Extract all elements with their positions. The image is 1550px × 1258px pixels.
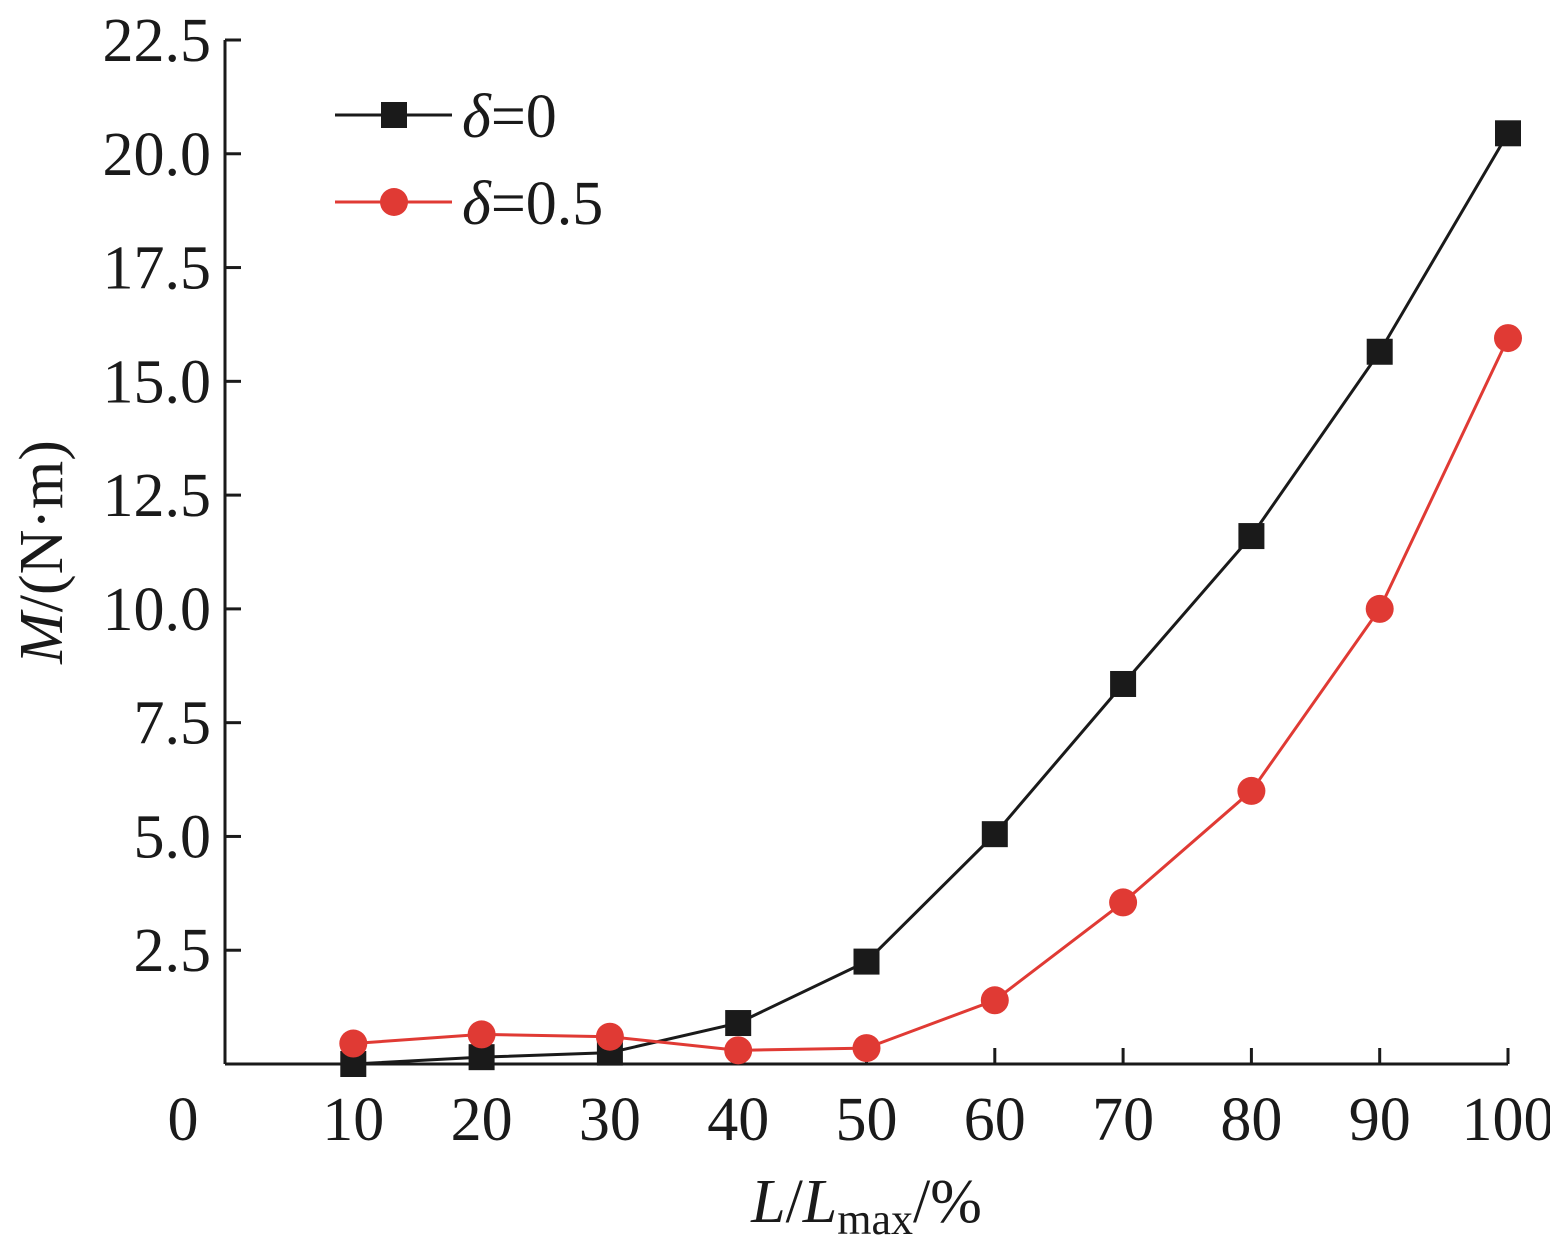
legend-value: =0.5 — [491, 170, 603, 238]
legend-item-2: δ=0.5 — [335, 170, 603, 238]
x-axis-title-unit: /% — [913, 1168, 982, 1236]
data-point — [468, 1044, 495, 1071]
data-point — [1238, 523, 1265, 550]
data-point — [339, 1029, 368, 1058]
y-tick-label: 2.5 — [134, 917, 212, 985]
data-point — [595, 1022, 624, 1051]
series-layer — [339, 120, 1522, 1077]
data-point — [1495, 120, 1521, 147]
x-tick-label: 60 — [964, 1086, 1026, 1154]
data-point — [724, 1036, 753, 1065]
data-point — [1494, 324, 1522, 353]
legend-label: δ=0.5 — [462, 170, 603, 238]
y-tick-label: 15.0 — [103, 348, 212, 416]
x-axis-title-variable: L — [750, 1168, 785, 1236]
x-tick-label: 90 — [1349, 1086, 1411, 1154]
data-point — [1366, 338, 1393, 365]
data-point — [853, 948, 880, 975]
series-line — [353, 337, 1510, 1052]
legend-symbol: δ — [462, 170, 492, 238]
legend: δ=0δ=0.5 — [335, 83, 603, 238]
y-tick-label: 17.5 — [103, 235, 212, 303]
x-axis-ticks: 10 20 30 40 50 60 70 80 90 100 — [322, 1048, 1550, 1154]
x-axis-title: L/Lmax/% — [750, 1168, 982, 1244]
legend-marker — [381, 102, 407, 128]
x-tick-label: 70 — [1092, 1086, 1154, 1154]
series-line — [353, 132, 1510, 1066]
data-point — [981, 821, 1008, 848]
y-tick-label: 7.5 — [134, 690, 212, 758]
data-point — [467, 1020, 496, 1049]
x-tick-label: 30 — [579, 1086, 641, 1154]
legend-marker — [380, 188, 408, 216]
x-tick-label: 20 — [451, 1086, 513, 1154]
series-1 — [340, 120, 1521, 1077]
y-axis-title: M/(N·m) — [8, 440, 76, 665]
x-tick-label: 80 — [1220, 1086, 1282, 1154]
data-point — [1109, 888, 1138, 917]
data-point — [725, 1010, 752, 1037]
data-point — [1110, 670, 1137, 697]
legend-label: δ=0 — [462, 83, 557, 151]
y-axis-ticks: 2.5 5.0 7.5 10.0 12.5 15.0 17.5 20.0 22.5 — [103, 7, 241, 985]
series-2 — [339, 324, 1522, 1065]
data-point — [980, 986, 1009, 1015]
data-point — [852, 1034, 881, 1063]
x-axis-title-subscript: max — [837, 1195, 913, 1244]
data-point — [1365, 594, 1394, 623]
data-point — [1237, 776, 1266, 805]
legend-symbol: δ — [462, 83, 492, 151]
axes — [223, 40, 1508, 1066]
x-tick-label: 100 — [1462, 1086, 1550, 1154]
x-tick-label: 50 — [836, 1086, 898, 1154]
y-tick-label: 20.0 — [103, 121, 212, 189]
legend-value: =0 — [491, 83, 557, 151]
legend-item-1: δ=0 — [335, 83, 557, 151]
y-tick-label: 12.5 — [103, 462, 212, 530]
y-tick-label: 5.0 — [134, 803, 212, 871]
y-axis-title-variable: M — [8, 609, 76, 665]
origin-tick-label: 0 — [168, 1086, 199, 1154]
x-tick-label: 40 — [707, 1086, 769, 1154]
y-tick-label: 22.5 — [103, 7, 212, 75]
x-axis-title-variable-2: L — [802, 1168, 837, 1236]
y-tick-label: 10.0 — [103, 576, 212, 644]
y-axis-title-unit: /(N·m) — [8, 440, 76, 612]
x-axis-title-separator: / — [786, 1168, 804, 1236]
x-tick-label: 10 — [322, 1086, 384, 1154]
